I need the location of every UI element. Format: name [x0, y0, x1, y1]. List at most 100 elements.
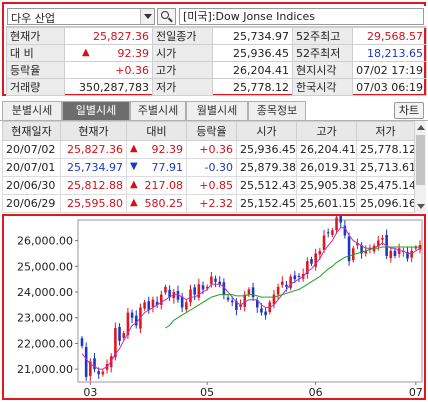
- tab-minute[interactable]: 분별시세: [2, 101, 62, 120]
- quote-value: 29,568.57: [352, 27, 427, 45]
- table-row[interactable]: 20/06/29 25,595.80 ▲ 580.25 +2.32 25,152.45 25…: [2, 194, 415, 213]
- quote-label: 등락율: [6, 61, 65, 79]
- candlestick-chart: 26,000.00 25,000.00 24,000.00 23,000.00 22,0…: [17, 212, 423, 399]
- cell-text: 25,475.14: [360, 179, 415, 192]
- cell-rate: +0.85: [186, 176, 237, 195]
- cell-text: 25,827.36: [67, 143, 123, 156]
- cell-text: 20/07/02: [6, 143, 56, 156]
- quote-value-text: 26,204.41: [233, 63, 289, 77]
- cell-text: 20/06/30: [6, 179, 56, 192]
- candle-body: [189, 289, 192, 303]
- arrow-up-icon: ▲: [130, 197, 138, 208]
- plot-area: [77, 219, 423, 383]
- scroll-thumb[interactable]: [416, 135, 425, 185]
- quote-value-text: 18,213.65: [367, 46, 423, 60]
- toolbar: 다우 산업 [미국]:Dow Jonse Indices: [6, 6, 426, 27]
- cell-text: 25,734.97: [67, 161, 123, 174]
- quote-value: 07/03 06:19: [352, 78, 427, 96]
- candle-body: [335, 217, 338, 231]
- quote-label: 52주최고: [292, 27, 353, 45]
- quote-value-text: 25,778.12: [233, 80, 289, 94]
- candle-body: [297, 276, 301, 278]
- cell-open: 25,936.45: [236, 140, 297, 159]
- candle-body: [176, 290, 180, 300]
- candle-body: [243, 294, 247, 307]
- chart-button[interactable]: 차트: [394, 102, 424, 119]
- cell-date: 20/06/30: [2, 176, 61, 195]
- search-button[interactable]: [157, 8, 176, 25]
- arrow-up-icon: ▲: [130, 143, 138, 154]
- candle-body: [168, 289, 171, 298]
- candle-body: [272, 294, 276, 305]
- market-select[interactable]: 다우 산업: [7, 8, 155, 25]
- tab-weekly[interactable]: 주별시세: [130, 101, 186, 120]
- column-header: 대비: [126, 121, 187, 141]
- cell-close: 25,734.97: [60, 158, 127, 177]
- quote-value-text: +0.36: [115, 63, 149, 77]
- daily-table-scrollbar[interactable]: [414, 121, 426, 213]
- scroll-down-icon[interactable]: [417, 204, 425, 209]
- column-header: 현재일자: [2, 121, 61, 141]
- arrow-up-icon: ▲: [130, 179, 138, 190]
- quote-label: 시가: [152, 44, 213, 62]
- candle-body: [89, 361, 92, 376]
- quote-value-text: 25,936.45: [233, 46, 289, 60]
- candle-body: [343, 225, 347, 236]
- cell-open: 25,512.43: [236, 176, 297, 195]
- column-header: 고가: [296, 121, 357, 141]
- candle-body: [364, 250, 368, 254]
- candle-body: [151, 299, 155, 307]
- table-row[interactable]: 20/07/02 25,827.36 ▲ 92.39 +0.36 25,936.45 26,…: [2, 140, 415, 159]
- candle-body: [406, 251, 409, 259]
- search-icon: [161, 11, 169, 19]
- candle-body: [230, 300, 234, 303]
- candle-body: [197, 284, 201, 298]
- tab-monthly[interactable]: 월별시세: [186, 101, 248, 120]
- candle-body: [255, 300, 259, 308]
- candle-body: [101, 371, 105, 375]
- cell-date: 20/06/29: [2, 194, 61, 213]
- quote-value: 18,213.65: [352, 44, 427, 62]
- tab-bar: 분별시세 일별시세 주별시세 월별시세 종목정보 차트: [0, 101, 428, 120]
- candle-body: [239, 304, 242, 307]
- quote-label: 거래량: [6, 78, 65, 96]
- table-row[interactable]: 20/07/01 25,734.97 ▼ 77.91 -0.30 25,879.38 26,…: [2, 158, 415, 177]
- cell-close: 25,812.88: [60, 176, 127, 195]
- candle-body: [97, 371, 100, 375]
- candle-body: [289, 276, 292, 288]
- column-header: 현재가: [60, 121, 127, 141]
- tab-daily[interactable]: 일별시세: [62, 101, 130, 120]
- arrow-up-icon: ▲: [82, 46, 90, 58]
- candle-body: [356, 243, 359, 246]
- tab-stock-info[interactable]: 종목정보: [248, 101, 306, 120]
- cell-text: 77.91: [151, 161, 184, 174]
- candle-body: [360, 245, 363, 254]
- candle-body: [235, 301, 238, 310]
- candle-body: [155, 301, 159, 305]
- candle-body: [84, 347, 88, 377]
- x-tick-label: 05: [200, 386, 214, 398]
- cell-text: 26,204.41: [300, 143, 356, 156]
- y-tick-label: 25,000.00: [17, 260, 73, 273]
- quote-value: +0.36: [64, 61, 153, 79]
- candle-body: [226, 297, 230, 300]
- chevron-down-icon[interactable]: [140, 9, 154, 24]
- x-tick-label: 06: [309, 386, 323, 398]
- quote-value: 350,287,783: [64, 78, 153, 96]
- cell-text: +0.36: [199, 143, 233, 156]
- candle-body: [310, 259, 313, 264]
- cell-text: 26,019.31: [300, 161, 356, 174]
- candle-body: [210, 276, 213, 284]
- cell-text: 25,152.45: [240, 197, 296, 210]
- y-tick-label: 26,000.00: [17, 235, 73, 248]
- quote-row: 대 비 ▲ 92.39 시가 25,936.45 52주최저 18,213.65: [6, 44, 427, 62]
- cell-open: 25,879.38: [236, 158, 297, 177]
- scroll-up-icon[interactable]: [417, 125, 425, 130]
- candle-body: [260, 308, 263, 313]
- quote-value: 25,778.12: [212, 78, 293, 96]
- candle-body: [281, 281, 284, 285]
- candle-body: [414, 247, 418, 249]
- ma_short-line: [81, 227, 421, 370]
- table-row[interactable]: 20/06/30 25,812.88 ▲ 217.08 +0.85 25,512.43 25…: [2, 176, 415, 195]
- cell-change: ▼ 77.91: [126, 158, 187, 177]
